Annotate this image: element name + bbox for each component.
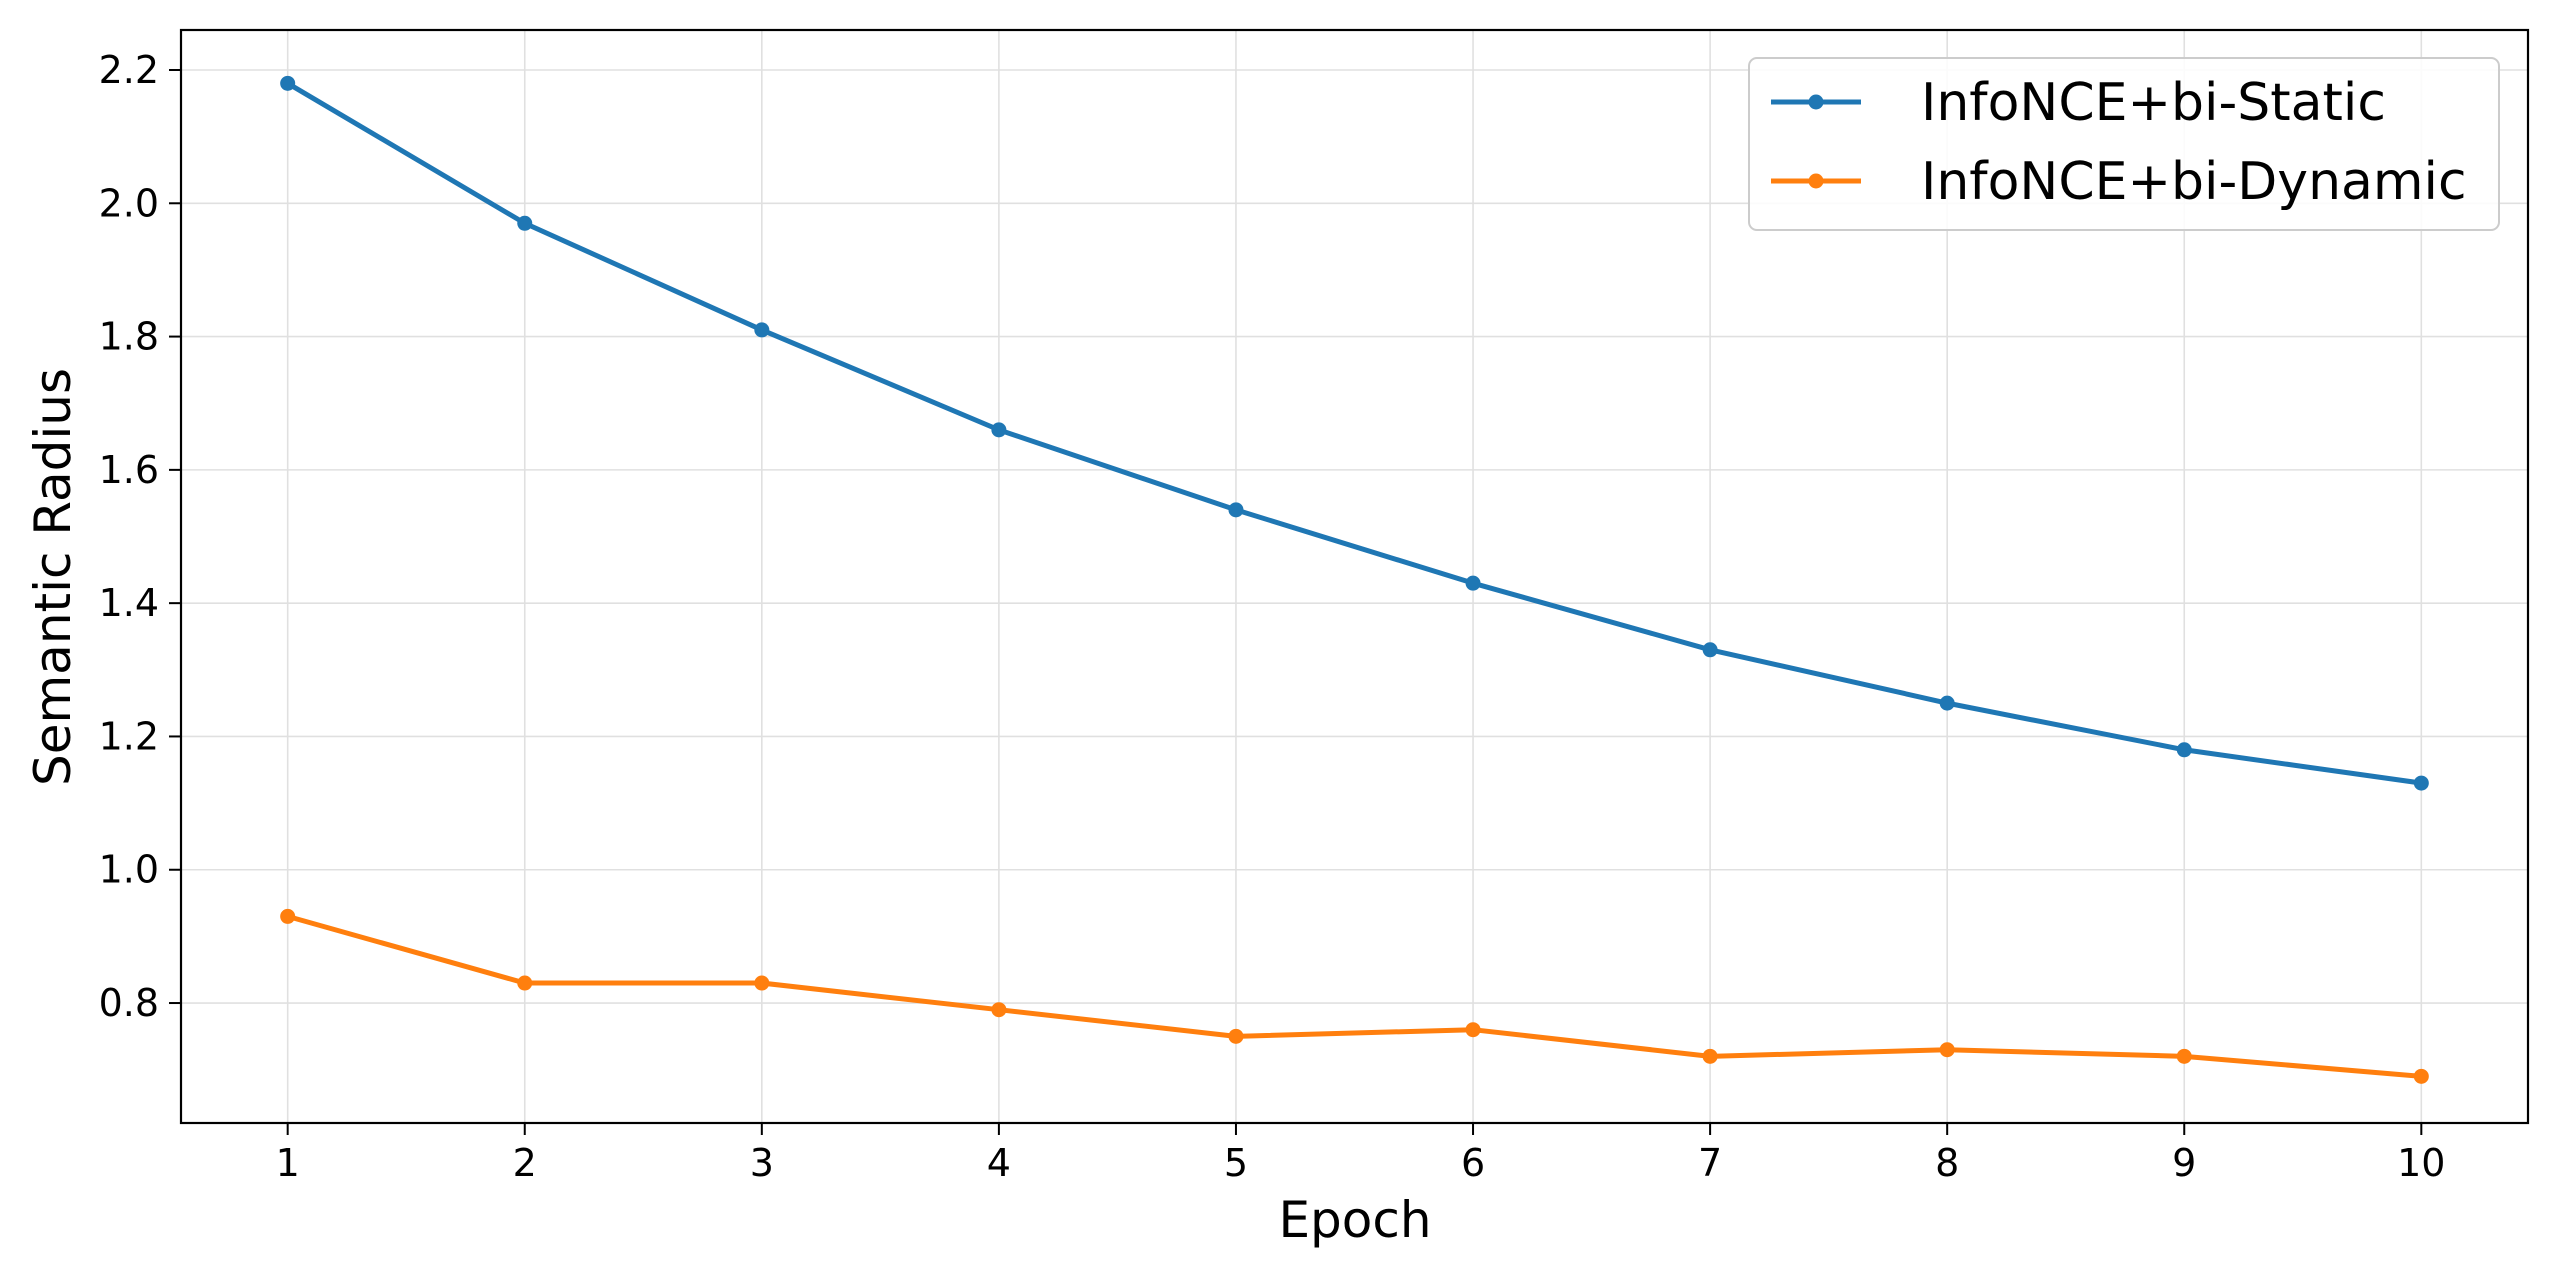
data-point — [280, 75, 296, 91]
y-axis-title: Semantic Radius — [24, 368, 82, 786]
legend-marker — [1808, 173, 1824, 189]
y-tick-label: 2.0 — [99, 181, 159, 225]
y-tick-label: 0.8 — [99, 981, 159, 1025]
x-tick-label: 5 — [1224, 1141, 1248, 1185]
series-2 — [280, 908, 2429, 1084]
data-point — [1465, 575, 1481, 591]
x-tick-label: 8 — [1935, 1141, 1959, 1185]
legend: InfoNCE+bi-Static InfoNCE+bi-Dynamic — [1748, 57, 2500, 231]
x-tick-label: 6 — [1461, 1141, 1485, 1185]
y-tick-label: 1.8 — [99, 315, 159, 359]
plot-frame — [179, 28, 2530, 1125]
legend-item: InfoNCE+bi-Static — [1771, 73, 2386, 133]
y-tick-label: 2.2 — [99, 48, 159, 92]
data-point — [280, 908, 296, 924]
data-point — [1228, 1028, 1244, 1044]
x-tick-label: 9 — [2172, 1141, 2196, 1185]
x-tick-label: 10 — [2397, 1141, 2445, 1185]
data-point — [991, 422, 1007, 438]
y-tick-label: 1.0 — [99, 848, 159, 892]
data-point — [754, 322, 770, 338]
data-point — [517, 975, 533, 991]
y-tick-label: 1.2 — [99, 714, 159, 758]
x-tick-label: 4 — [987, 1141, 1011, 1185]
y-tick-label: 1.6 — [99, 448, 159, 492]
x-axis-title: Epoch — [1278, 1191, 1431, 1249]
data-point — [1702, 642, 1718, 658]
data-point — [1465, 1022, 1481, 1038]
data-point — [2176, 742, 2192, 758]
x-axis-ticks: 1 2 3 4 5 6 7 8 9 10 — [276, 1123, 2445, 1185]
data-point — [2413, 775, 2429, 791]
legend-label: InfoNCE+bi-Dynamic — [1921, 152, 2467, 212]
x-tick-label: 2 — [513, 1141, 537, 1185]
series-layer — [280, 75, 2429, 1084]
y-tick-label: 1.4 — [99, 581, 159, 625]
x-tick-label: 1 — [276, 1141, 300, 1185]
data-point — [517, 215, 533, 231]
data-point — [754, 975, 770, 991]
data-point — [1939, 695, 1955, 711]
legend-label: InfoNCE+bi-Static — [1921, 73, 2386, 133]
legend-item: InfoNCE+bi-Dynamic — [1771, 152, 2467, 212]
x-tick-label: 7 — [1698, 1141, 1722, 1185]
data-point — [2413, 1068, 2429, 1084]
x-tick-label: 3 — [750, 1141, 774, 1185]
data-point — [1939, 1042, 1955, 1058]
data-point — [1228, 502, 1244, 518]
series-1 — [280, 75, 2429, 791]
series-line — [285, 80, 2424, 786]
data-point — [1702, 1048, 1718, 1064]
data-point — [2176, 1048, 2192, 1064]
y-axis-ticks: 0.8 1.0 1.2 1.4 1.6 1.8 2.0 2.2 — [99, 48, 181, 1025]
legend-marker — [1808, 94, 1824, 110]
legend-box — [1748, 57, 2500, 231]
series-line — [285, 913, 2424, 1079]
data-point — [991, 1002, 1007, 1018]
